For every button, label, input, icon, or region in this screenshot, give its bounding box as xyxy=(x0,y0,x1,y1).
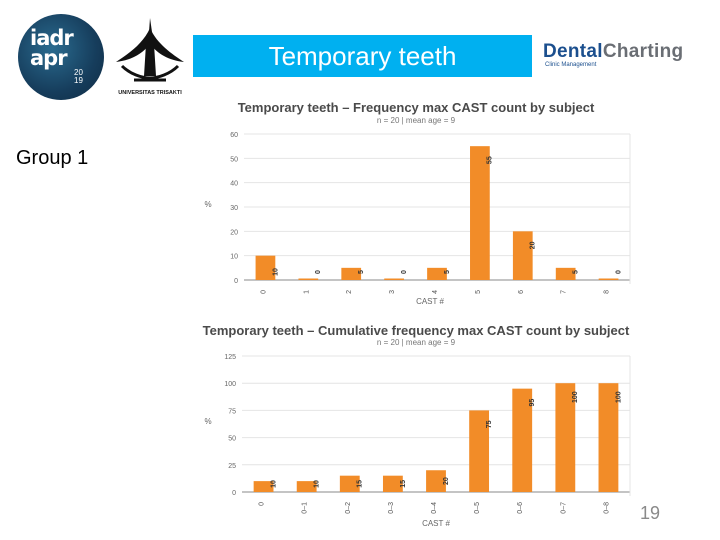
slide-title: Temporary teeth xyxy=(193,35,532,77)
data-label: 20 xyxy=(443,477,450,485)
data-label: 100 xyxy=(572,391,579,403)
data-label: 0 xyxy=(315,270,322,274)
y-tick-label: 125 xyxy=(224,354,236,361)
data-label: 100 xyxy=(615,391,622,403)
bar xyxy=(555,383,576,492)
x-axis-label: CAST # xyxy=(416,297,444,306)
trisakti-logo: UNIVERSITAS TRISAKTI xyxy=(108,14,192,98)
bar xyxy=(555,267,576,280)
x-tick-label: 1 xyxy=(303,290,310,294)
chart-title: Temporary teeth – Cumulative frequency m… xyxy=(202,323,630,338)
y-tick-label: 0 xyxy=(232,490,236,497)
data-label: 5 xyxy=(444,270,451,274)
data-label: 10 xyxy=(272,268,279,276)
bar xyxy=(255,255,276,280)
bar xyxy=(598,383,619,492)
x-tick-label: 0–8 xyxy=(603,502,610,514)
x-tick-label: 3 xyxy=(389,290,396,294)
x-tick-label: 5 xyxy=(475,290,482,294)
x-tick-label: 0–4 xyxy=(431,502,438,514)
dc-logo-tagline: Clinic Management xyxy=(545,62,597,68)
x-axis-label: CAST # xyxy=(422,519,450,528)
slide-number: 19 xyxy=(640,503,661,523)
bar xyxy=(341,267,362,280)
y-tick-label: 0 xyxy=(234,278,238,285)
iadr-apr-logo: iadr apr 20 19 xyxy=(18,14,104,100)
iadr-logo-text: iadr apr xyxy=(30,26,74,70)
x-tick-label: 0–5 xyxy=(474,502,481,514)
x-tick-label: 0–1 xyxy=(302,502,309,514)
trisakti-emblem-icon xyxy=(116,18,184,82)
x-tick-label: 0–6 xyxy=(517,502,524,514)
iadr-logo-year: 20 19 xyxy=(74,68,83,85)
y-tick-label: 100 xyxy=(224,381,236,388)
data-label: 10 xyxy=(270,480,277,488)
data-label: 10 xyxy=(314,480,321,488)
x-tick-label: 0 xyxy=(260,290,267,294)
bar xyxy=(253,481,274,492)
x-tick-label: 0–2 xyxy=(345,502,352,514)
chart-subtitle: n = 20 | mean age = 9 xyxy=(376,116,456,125)
cumulative-frequency-chart: Temporary teeth – Cumulative frequency m… xyxy=(196,320,636,532)
y-tick-label: 75 xyxy=(228,408,236,415)
x-tick-label: 8 xyxy=(604,290,611,294)
y-axis-label: % xyxy=(204,200,211,209)
data-label: 0 xyxy=(615,270,622,274)
y-tick-label: 25 xyxy=(228,463,236,470)
y-tick-label: 10 xyxy=(230,254,238,261)
data-label: 5 xyxy=(358,270,365,274)
y-tick-label: 30 xyxy=(230,205,238,212)
chart-title: Temporary teeth – Frequency max CAST cou… xyxy=(237,100,595,115)
y-tick-label: 50 xyxy=(228,436,236,443)
bar xyxy=(598,278,619,280)
dental-charting-logo: DentalCharting Clinic Management xyxy=(543,42,708,74)
data-label: 20 xyxy=(530,241,537,249)
x-tick-label: 0 xyxy=(259,502,266,506)
x-tick-label: 6 xyxy=(518,290,525,294)
frequency-chart: Temporary teeth – Frequency max CAST cou… xyxy=(196,96,636,308)
bar xyxy=(296,481,317,492)
x-tick-label: 2 xyxy=(346,290,353,294)
dc-logo-part1: Dental xyxy=(543,41,603,62)
data-label: 75 xyxy=(486,420,493,428)
bar xyxy=(298,278,319,280)
data-label: 55 xyxy=(487,156,494,164)
y-tick-label: 50 xyxy=(230,156,238,163)
data-label: 15 xyxy=(357,480,364,488)
x-tick-label: 4 xyxy=(432,290,439,294)
data-label: 95 xyxy=(529,399,536,407)
bar xyxy=(426,470,446,492)
bar xyxy=(384,278,404,280)
bar xyxy=(382,475,403,492)
bar xyxy=(512,231,533,280)
bar xyxy=(470,146,490,280)
group-label: Group 1 xyxy=(16,147,89,169)
x-tick-label: 0–3 xyxy=(388,502,395,514)
data-label: 15 xyxy=(400,480,407,488)
y-tick-label: 40 xyxy=(230,181,238,188)
x-tick-label: 0–7 xyxy=(560,502,567,514)
chart-subtitle: n = 20 | mean age = 9 xyxy=(376,338,456,347)
data-label: 5 xyxy=(573,270,580,274)
y-axis-label: % xyxy=(204,417,211,426)
bar xyxy=(512,388,533,492)
y-tick-label: 60 xyxy=(230,132,238,139)
bar xyxy=(427,267,447,280)
x-tick-label: 7 xyxy=(561,290,568,294)
trisakti-caption: UNIVERSITAS TRISAKTI xyxy=(118,90,182,96)
data-label: 0 xyxy=(401,270,408,274)
y-tick-label: 20 xyxy=(230,229,238,236)
bar xyxy=(339,475,360,492)
bar xyxy=(469,410,490,492)
dc-logo-part2: Charting xyxy=(602,41,684,62)
